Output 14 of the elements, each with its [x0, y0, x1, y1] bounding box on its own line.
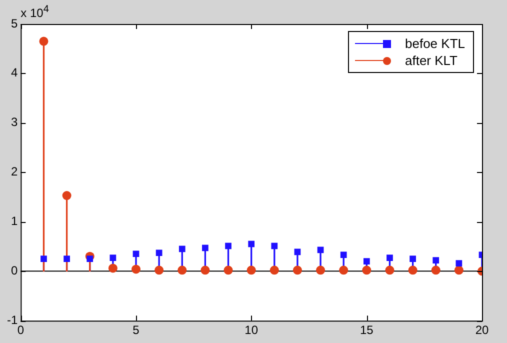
- text: x 10$^{4}$: [20, 4, 49, 20]
- y-tick-label: 3: [10, 115, 18, 130]
- x-tick-label: 20: [475, 323, 489, 338]
- x-tick-label: 5: [132, 323, 140, 338]
- legend-label: befoe KTL: [405, 36, 465, 51]
- y-tick-label: 1: [10, 214, 18, 228]
- y-tick-label: 0: [10, 263, 18, 278]
- x-tick-label: 10: [244, 323, 258, 338]
- x-tick-label: 15: [360, 323, 374, 338]
- y-tick-label: 4: [10, 66, 18, 80]
- y-tick-label: 5: [10, 16, 18, 30]
- y-tick-label: -1: [7, 312, 18, 327]
- y-tick-label: 2: [10, 164, 18, 179]
- legend-label: after KLT: [405, 53, 458, 68]
